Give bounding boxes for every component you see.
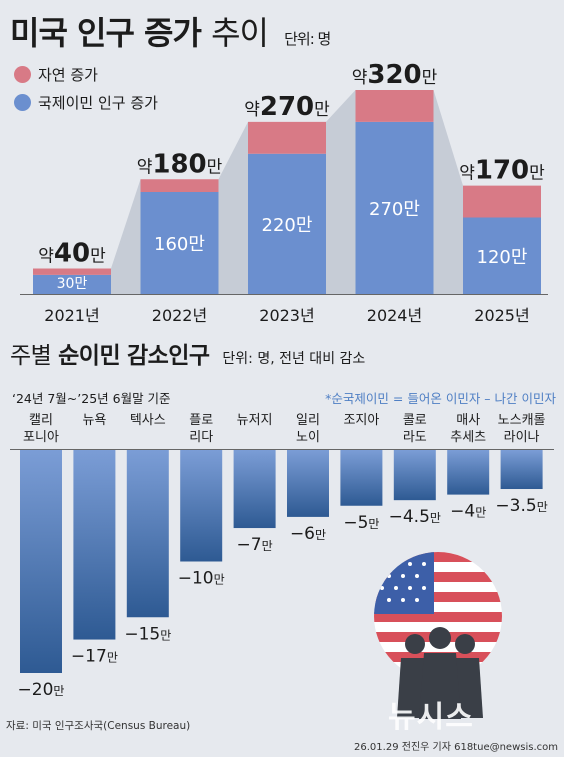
value-label: −4.5만	[389, 507, 441, 527]
segment-label: 30만	[57, 276, 88, 292]
connector-shape	[218, 121, 248, 294]
credit-text: 26.01.29 전진우 기자 618tue@newsis.com	[354, 742, 558, 753]
footnote: *순국제이민 = 들어온 이민자 – 나간 이민자	[325, 391, 556, 406]
section2-title: 주별 순이민 감소인구 단위: 명, 전년 대비 감소	[10, 343, 366, 369]
state-bar	[447, 450, 490, 495]
state-bar	[126, 450, 169, 618]
value-label: −15만	[124, 624, 171, 644]
value-label: −10만	[178, 569, 225, 589]
state-label: 조지아	[343, 413, 379, 428]
state-label: 포니아	[23, 430, 59, 445]
connector-shape	[111, 179, 141, 294]
bar-segment-migration	[463, 217, 541, 294]
year-label: 2021년	[44, 306, 99, 325]
us-flag-people-illustration	[374, 552, 502, 719]
value-label: −5만	[343, 513, 379, 533]
legend-item-natural: 자연 증가	[14, 64, 98, 85]
value-label: −6만	[290, 524, 326, 544]
segment-label: 270만	[369, 199, 420, 220]
value-label: −4만	[450, 502, 486, 522]
state-bar	[73, 450, 116, 640]
segment-label: 220만	[262, 215, 313, 236]
value-label: −7만	[237, 535, 273, 555]
segment-label: 120만	[477, 247, 528, 268]
state-bar	[500, 450, 543, 490]
state-bar	[340, 450, 383, 506]
state-label: 라이나	[504, 430, 540, 445]
state-label: 노스캐롤	[498, 413, 546, 428]
bar-segment-natural	[463, 185, 541, 218]
state-label: 플로	[189, 413, 213, 428]
state-label: 뉴저지	[237, 413, 273, 428]
source-text: 자료: 미국 인구조사국(Census Bureau)	[6, 720, 191, 732]
state-label: 텍사스	[130, 413, 166, 428]
section2-unit: 단위: 명, 전년 대비 감소	[222, 351, 366, 367]
state-label: 매사	[456, 413, 480, 428]
year-label: 2024년	[367, 306, 422, 325]
state-bar	[233, 450, 276, 529]
unit-label: 단위: 명	[284, 30, 331, 48]
bar-segment-migration	[140, 192, 219, 294]
legend-item-migration: 국제이민 인구 증가	[14, 92, 158, 113]
bar-segment-migration	[248, 153, 326, 294]
year-label: 2023년	[259, 306, 314, 325]
state-label: 콜로	[403, 413, 427, 428]
year-label: 2022년	[152, 306, 207, 325]
period-label: ‘24년 7월~’25년 6월말 기준	[12, 391, 171, 406]
total-label: 약170만	[459, 156, 545, 186]
value-label: −17만	[71, 647, 118, 667]
segment-label: 160만	[154, 234, 205, 255]
connector-shape	[326, 90, 356, 294]
state-label: 노이	[296, 430, 320, 445]
state-bar	[287, 450, 329, 517]
bar-segment-natural	[33, 268, 111, 275]
total-label: 약320만	[352, 60, 438, 90]
state-label: 캘리	[29, 413, 53, 428]
state-label: 라도	[403, 430, 427, 445]
state-label: 일리	[296, 413, 320, 428]
state-label: 뉴욕	[82, 413, 106, 428]
bar-segment-natural	[248, 121, 326, 154]
bar-segment-natural	[140, 179, 219, 192]
page-title: 미국 인구 증가 추이 단위: 명	[10, 14, 331, 52]
state-label: 리다	[189, 430, 213, 445]
bar-segment-natural	[355, 90, 434, 122]
total-label: 약40만	[38, 239, 106, 269]
bar-segment-migration	[355, 121, 434, 294]
connector-shape	[433, 90, 463, 294]
bar-segment-migration	[33, 274, 111, 294]
legend-swatch-blue	[14, 94, 31, 111]
total-label: 약180만	[137, 149, 223, 179]
state-bar	[393, 450, 436, 501]
state-label: 추세츠	[450, 430, 486, 445]
year-label: 2025년	[474, 306, 529, 325]
state-bar	[20, 450, 62, 673]
total-label: 약270만	[244, 92, 330, 122]
legend-swatch-pink	[14, 66, 31, 83]
value-label: −3.5만	[495, 496, 547, 516]
population-growth-chart: 30만 약40만 2021년 160만 약180만 2022년 220만 약270만 2023년…	[20, 60, 548, 325]
state-bar	[180, 450, 223, 562]
value-label: −20만	[18, 680, 65, 700]
newsis-logo: 뉴시스	[388, 700, 474, 735]
